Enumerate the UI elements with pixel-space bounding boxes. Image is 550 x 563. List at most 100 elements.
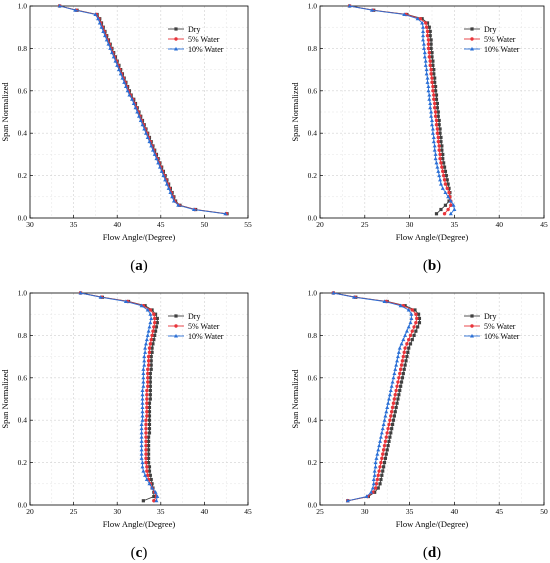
- data-point: [447, 186, 451, 190]
- data-point: [139, 422, 144, 426]
- data-point: [425, 75, 430, 80]
- data-point: [385, 448, 389, 452]
- data-point: [440, 148, 444, 152]
- y-tick-label: 1.0: [18, 289, 28, 298]
- x-tick-label: 30: [113, 507, 121, 516]
- data-point: [148, 388, 152, 393]
- data-point: [417, 316, 422, 321]
- data-point: [437, 123, 441, 127]
- data-point: [374, 482, 379, 486]
- data-point: [133, 105, 138, 110]
- legend-entry: 10% Water: [484, 45, 520, 54]
- y-axis-title: Span Normalized: [0, 369, 10, 429]
- data-point: [139, 456, 144, 460]
- y-tick-label: 0.6: [308, 86, 318, 95]
- data-point: [106, 42, 111, 46]
- data-point: [154, 156, 159, 161]
- data-point: [379, 460, 383, 465]
- data-point: [392, 414, 396, 418]
- data-point: [369, 8, 374, 12]
- data-point: [145, 388, 149, 393]
- data-point: [152, 338, 156, 342]
- data-point: [148, 342, 153, 346]
- data-point: [139, 426, 144, 431]
- data-point: [146, 435, 151, 439]
- data-point: [387, 422, 391, 427]
- data-point: [147, 410, 152, 414]
- data-point: [382, 299, 387, 303]
- data-point: [426, 46, 431, 51]
- x-tick-label: 45: [540, 220, 548, 229]
- legend-marker: [174, 324, 178, 328]
- data-point: [402, 350, 406, 355]
- data-point: [146, 439, 151, 443]
- legend-entry: Dry: [484, 25, 496, 34]
- data-point: [191, 207, 196, 212]
- data-point: [440, 144, 444, 148]
- data-point: [145, 465, 149, 469]
- data-point: [108, 46, 113, 50]
- data-point: [148, 393, 152, 397]
- data-point: [157, 165, 162, 169]
- data-point: [150, 308, 154, 312]
- data-point: [155, 321, 159, 325]
- data-point: [144, 448, 148, 452]
- data-point: [377, 469, 381, 473]
- data-point: [421, 33, 426, 38]
- data-point: [431, 63, 435, 67]
- data-point: [142, 126, 147, 131]
- data-point: [147, 324, 152, 329]
- x-tick-label: 45: [495, 507, 503, 516]
- x-tick-label: 35: [70, 220, 78, 229]
- data-point: [408, 320, 413, 325]
- data-point: [150, 485, 155, 490]
- data-point: [139, 435, 144, 439]
- data-point: [352, 295, 357, 299]
- data-point: [396, 397, 400, 401]
- data-point: [369, 490, 374, 494]
- data-point: [403, 304, 407, 308]
- data-point: [399, 380, 404, 384]
- data-point: [443, 203, 448, 207]
- data-point: [386, 444, 390, 448]
- data-point: [443, 182, 448, 186]
- data-point: [120, 75, 125, 80]
- data-point: [99, 25, 104, 29]
- data-point: [176, 203, 181, 207]
- x-tick-label: 20: [26, 507, 34, 516]
- data-point: [102, 33, 107, 38]
- data-point: [143, 304, 147, 308]
- data-point: [146, 448, 151, 452]
- data-point: [432, 97, 436, 101]
- data-point: [97, 20, 102, 25]
- data-point: [439, 140, 443, 144]
- data-point: [436, 169, 441, 173]
- data-point: [408, 333, 413, 338]
- x-tick-label: 40: [495, 220, 503, 229]
- data-point: [373, 464, 378, 469]
- data-point: [98, 295, 103, 299]
- data-point: [435, 127, 440, 131]
- data-point: [397, 393, 401, 397]
- data-point: [392, 397, 397, 401]
- data-point: [148, 308, 153, 312]
- data-point: [141, 384, 146, 388]
- data-point: [436, 114, 440, 118]
- y-tick-label: 0.2: [18, 458, 28, 467]
- data-point: [73, 8, 78, 12]
- plot-frame: [319, 5, 545, 219]
- data-point: [146, 354, 151, 359]
- data-point: [398, 367, 403, 372]
- data-point: [113, 59, 118, 63]
- data-point: [446, 182, 450, 186]
- data-point: [139, 439, 144, 443]
- plot-frame: [29, 5, 249, 219]
- data-point: [415, 16, 420, 21]
- data-point: [145, 397, 149, 401]
- data-point: [386, 426, 390, 431]
- data-point: [143, 346, 148, 350]
- data-point: [452, 207, 457, 212]
- data-point: [139, 452, 144, 456]
- data-point: [154, 325, 159, 329]
